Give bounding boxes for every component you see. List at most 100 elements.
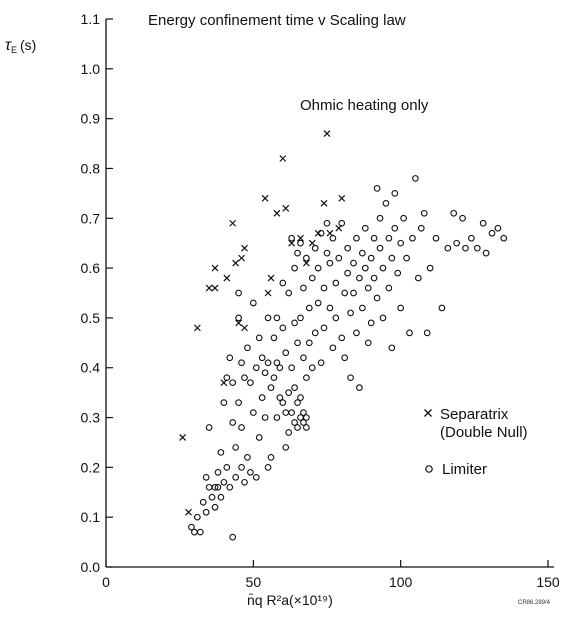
separatrix-point (279, 155, 287, 162)
legend-limiter-marker (425, 465, 433, 473)
limiter-point (288, 409, 295, 416)
series-separatrix (179, 130, 346, 516)
separatrix-point (338, 194, 346, 202)
limiter-point (238, 464, 245, 471)
limiter-point (244, 454, 251, 461)
limiter-point (273, 314, 281, 322)
legend-separatrix-label: Separatrix (440, 406, 509, 423)
limiter-point (450, 209, 458, 217)
limiter-point (329, 234, 337, 242)
limiter-point (382, 199, 390, 207)
x-tick-label: 0 (102, 574, 110, 590)
limiter-point (229, 379, 237, 387)
limiter-point (373, 294, 381, 302)
limiter-point (391, 224, 399, 232)
separatrix-point (282, 204, 290, 212)
limiter-point (264, 464, 272, 471)
limiter-point (249, 409, 257, 416)
limiter-point (332, 314, 340, 322)
limiter-point (270, 334, 278, 342)
limiter-point (379, 264, 387, 272)
limiter-point (388, 344, 396, 352)
figure-code: CR86.289/4 (518, 600, 551, 606)
limiter-point (359, 249, 366, 257)
x-tick-label: 100 (389, 574, 413, 590)
limiter-point (329, 344, 337, 352)
separatrix-point (205, 284, 213, 292)
limiter-point (344, 244, 351, 252)
limiter-point (247, 468, 254, 476)
limiter-point (391, 190, 399, 197)
limiter-point (214, 468, 222, 476)
limiter-point (370, 274, 378, 282)
limiter-point (353, 234, 360, 242)
limiter-point (261, 414, 269, 421)
limiter-point (226, 483, 234, 491)
limiter-point (232, 473, 240, 481)
limiter-point (311, 329, 319, 337)
limiter-point (494, 224, 502, 232)
limiter-point (323, 219, 331, 227)
limiter-point (264, 314, 272, 322)
limiter-point (438, 304, 446, 312)
limiter-point (255, 434, 263, 441)
limiter-point (361, 224, 369, 232)
limiter-point (279, 324, 287, 332)
chart-title: Energy confinement time v Scaling law (148, 12, 406, 29)
y-tick-label: 1.0 (81, 61, 101, 77)
limiter-point (444, 244, 452, 252)
limiter-point (373, 185, 381, 192)
limiter-point (367, 319, 375, 327)
separatrix-point (241, 244, 248, 252)
svg-text:τE(s): τE (s) (5, 37, 36, 55)
limiter-point (414, 274, 422, 282)
x-ticks: 0 50 100 150 (102, 560, 560, 590)
limiter-point (276, 394, 284, 401)
limiter-point (202, 473, 210, 481)
limiter-point (350, 289, 357, 297)
limiter-point (288, 234, 295, 242)
limiter-point (420, 209, 428, 217)
limiter-point (267, 384, 275, 392)
separatrix-point (238, 254, 245, 262)
limiter-point (294, 249, 301, 257)
limiter-point (473, 244, 481, 252)
legend-separatrix-marker (424, 409, 432, 417)
x-tick-label: 150 (536, 574, 560, 590)
limiter-point (232, 444, 240, 451)
limiter-point (394, 269, 402, 277)
limiter-point (303, 414, 310, 421)
separatrix-point (323, 130, 331, 138)
limiter-point (379, 314, 387, 322)
limiter-point (238, 424, 245, 431)
y-tick-label: 0.9 (81, 111, 101, 127)
limiter-point (323, 249, 331, 257)
x-axis-label: n̄q R²a(×10¹⁹) (247, 592, 333, 608)
limiter-point (305, 339, 313, 347)
limiter-point (397, 239, 405, 247)
limiter-point (258, 394, 266, 401)
limiter-point (188, 523, 195, 531)
y-tick-label: 1.1 (81, 11, 101, 27)
limiter-point (220, 478, 228, 486)
limiter-point (211, 503, 219, 511)
limiter-point (459, 214, 466, 222)
y-axis-label: τE (s) (5, 37, 36, 55)
limiter-point (276, 364, 284, 372)
limiter-point (347, 309, 354, 317)
separatrix-point (261, 194, 269, 202)
limiter-point (423, 329, 431, 337)
limiter-point (282, 409, 290, 416)
x-tick-label: 50 (246, 574, 262, 590)
limiter-point (291, 419, 298, 426)
limiter-point (409, 234, 416, 242)
separatrix-point (223, 274, 231, 282)
limiter-point (332, 279, 340, 287)
series-limiter (188, 175, 508, 541)
separatrix-point (288, 239, 296, 247)
limiter-point (241, 478, 248, 486)
limiter-point (350, 259, 357, 267)
limiter-point (279, 279, 287, 287)
separatrix-point (297, 234, 304, 242)
limiter-point (412, 175, 419, 182)
